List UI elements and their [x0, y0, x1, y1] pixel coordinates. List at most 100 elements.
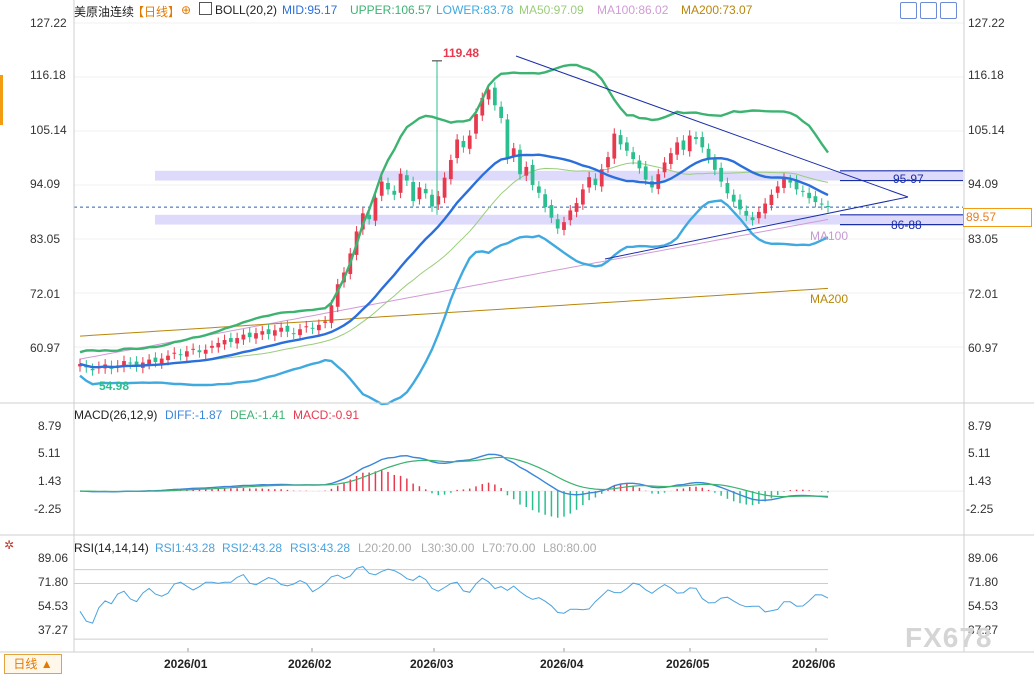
- candle-body: [430, 194, 434, 207]
- high-price-label: 119.48: [443, 46, 480, 60]
- price-tick-right: 72.01: [968, 287, 999, 301]
- indicator-toggle-icon[interactable]: [199, 2, 212, 15]
- candle-body: [254, 333, 258, 339]
- candle-body: [549, 205, 554, 218]
- candle-body: [555, 219, 560, 229]
- candle-body: [518, 149, 522, 175]
- zoom-in-icon[interactable]: [900, 2, 917, 19]
- candle-body: [455, 139, 460, 159]
- boll-upper-value: UPPER:106.57: [350, 3, 432, 17]
- triangle-pattern: [515, 55, 909, 260]
- rsi-tick-right: 89.06: [968, 551, 999, 565]
- price-tick-right: 94.09: [968, 177, 999, 191]
- candle-body: [467, 135, 472, 149]
- candle-body: [712, 159, 717, 170]
- macd-dea-line: [80, 456, 829, 498]
- candle-body: [442, 177, 447, 198]
- candle-body: [618, 135, 623, 145]
- candle-body: [807, 192, 812, 199]
- candle-body: [392, 190, 397, 195]
- price-tick-right: 105.14: [968, 123, 1005, 137]
- candle-body: [411, 182, 416, 202]
- candle-body: [668, 153, 673, 164]
- candle-body: [285, 325, 290, 332]
- candle-body: [675, 142, 680, 155]
- candle-body: [543, 194, 548, 207]
- rsi-title[interactable]: RSI(14,14,14): [74, 541, 149, 555]
- candle-body: [719, 167, 724, 182]
- candle-body: [235, 338, 240, 344]
- candle-body: [624, 142, 629, 151]
- candle-body: [398, 173, 403, 193]
- candle-body: [197, 350, 202, 353]
- candle-body: [228, 338, 233, 342]
- candle-body: [788, 180, 793, 183]
- ma200-line: [79, 287, 829, 337]
- macd-panel: [74, 453, 964, 518]
- candle-body: [159, 358, 164, 364]
- candle-body: [178, 354, 183, 356]
- macd-tick-left: 1.43: [38, 474, 62, 488]
- candle-body: [304, 326, 309, 328]
- macd-title[interactable]: MACD(26,12,9): [74, 408, 158, 422]
- candle-body: [524, 166, 529, 176]
- period-label[interactable]: 【日线】: [132, 5, 181, 19]
- bollinger-bands: [79, 63, 829, 406]
- rsi-settings-icon[interactable]: ✲: [4, 538, 15, 552]
- price-tick-left: 127.22: [30, 16, 67, 30]
- candle-body: [606, 157, 610, 168]
- grid-layout-icon[interactable]: [940, 2, 957, 19]
- candle-body: [461, 140, 466, 148]
- candle-body: [750, 217, 755, 221]
- triangle-upper-line: [515, 55, 909, 198]
- candle-body: [536, 186, 541, 193]
- period-tab-button[interactable]: 日线 ▲: [4, 654, 62, 674]
- candle-body: [794, 180, 799, 190]
- rsi3-value: RSI3:43.28: [290, 541, 351, 555]
- candle-body: [373, 197, 378, 221]
- price-tick-right: 60.97: [968, 341, 999, 355]
- candle-body: [90, 368, 95, 371]
- macd-dea-value: DEA:-1.41: [230, 408, 286, 422]
- candle-body: [819, 203, 824, 205]
- boll-lower-line: [79, 199, 829, 406]
- candle-body: [687, 135, 692, 152]
- candle-body: [147, 359, 152, 364]
- candle-body: [782, 178, 786, 188]
- candle-body: [738, 199, 742, 210]
- candle-body: [367, 214, 372, 220]
- candle-body: [505, 119, 510, 159]
- candle-body: [323, 321, 328, 323]
- ma100-line-label: MA100: [810, 229, 849, 243]
- candle-body: [492, 87, 497, 106]
- candle-body: [241, 334, 246, 340]
- candle-body: [134, 361, 139, 367]
- candle-body: [166, 355, 170, 361]
- candle-body: [329, 305, 334, 323]
- candle-body: [266, 329, 271, 335]
- price-tick-left: 116.18: [30, 68, 66, 82]
- triangle-lower-line: [604, 196, 909, 260]
- date-tick: 2026/01: [164, 657, 208, 671]
- candle-body: [775, 186, 780, 193]
- candle-body: [203, 349, 208, 354]
- candle-body: [417, 187, 422, 200]
- candle-body: [612, 133, 617, 159]
- date-tick: 2026/04: [540, 657, 584, 671]
- zone-upper-label: 95-97: [893, 172, 924, 186]
- candle-body: [599, 169, 604, 187]
- panel-frames: [0, 0, 1034, 653]
- macd-tick-right: 1.43: [968, 474, 992, 488]
- candle-body: [587, 177, 592, 188]
- zoom-out-icon[interactable]: [920, 2, 937, 19]
- candle-body: [436, 196, 441, 205]
- boll-mid-line: [79, 153, 829, 369]
- candle-body: [298, 329, 302, 336]
- candle-body: [756, 211, 761, 219]
- settings-icon[interactable]: ⊕: [181, 3, 192, 17]
- watermark-logo: FX678: [905, 622, 993, 653]
- ma200-value: MA200:73.07: [681, 3, 753, 17]
- price-tick-right: 116.18: [968, 68, 1004, 82]
- boll-upper-line: [79, 63, 829, 354]
- indicator-name[interactable]: BOLL(20,2): [215, 3, 278, 17]
